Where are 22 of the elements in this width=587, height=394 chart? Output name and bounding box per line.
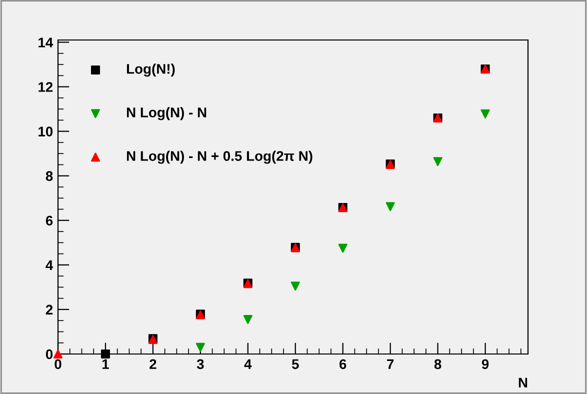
y-tick-label: 14 [38,38,54,48]
y-tick-label: 0 [46,349,53,360]
legend-label: Log(N!) [126,64,175,77]
legend-label: N Log(N) - N + 0.5 Log(2π N) [126,150,312,164]
x-tick-label: 1 [102,359,109,369]
x-tick-label: 3 [196,359,204,370]
y-tick-label: 6 [46,216,53,226]
y-tick-label: 12 [38,82,53,92]
y-tick-label: 4 [46,260,54,270]
x-tick-label: 5 [292,359,299,370]
x-tick-label: 0 [54,359,62,370]
x-tick-label: 9 [482,359,489,370]
x-tick-label: 7 [387,359,394,369]
y-tick-label: 10 [38,126,53,136]
x-tick-label: 4 [244,359,252,369]
x-tick-label: 6 [339,359,346,370]
y-tick-label: 2 [46,304,53,314]
x-tick-label: 2 [150,359,156,369]
y-tick-label: 8 [46,171,53,182]
legend-label: N Log(N) - N [126,107,206,120]
x-axis-title: N [518,378,528,388]
x-tick-label: 8 [434,359,442,370]
